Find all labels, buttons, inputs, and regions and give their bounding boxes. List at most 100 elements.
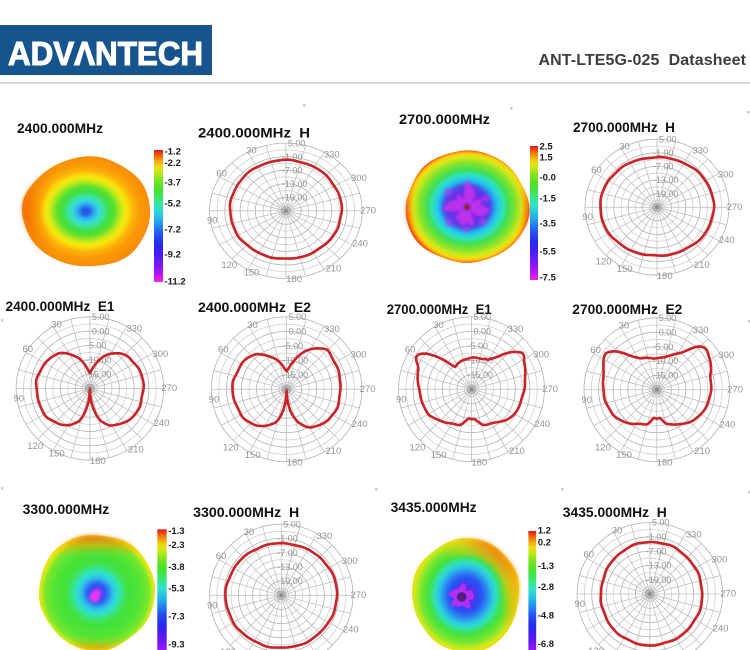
- svg-text:-5.00: -5.00: [468, 341, 489, 351]
- svg-text:180: 180: [286, 274, 302, 285]
- svg-text:2400.000MHz: 2400.000MHz: [17, 121, 103, 136]
- svg-text:300: 300: [533, 349, 549, 360]
- svg-text:240: 240: [352, 238, 368, 249]
- svg-text:-9.3: -9.3: [168, 639, 184, 650]
- svg-text:5.00: 5.00: [288, 138, 306, 148]
- svg-text:2.5: 2.5: [540, 141, 554, 152]
- svg-text:-1.3: -1.3: [168, 526, 184, 537]
- svg-text:30: 30: [51, 320, 62, 331]
- svg-text:30: 30: [433, 320, 444, 331]
- svg-text:30: 30: [619, 142, 630, 153]
- svg-text:1.2: 1.2: [538, 525, 551, 536]
- svg-text:90: 90: [207, 600, 218, 611]
- svg-text:60: 60: [216, 551, 227, 562]
- svg-text:-7.00: -7.00: [277, 548, 298, 558]
- svg-text:2400.000MHz E2: 2400.000MHz E2: [198, 300, 311, 315]
- svg-text:-1.00: -1.00: [282, 152, 303, 162]
- svg-text:120: 120: [223, 442, 239, 453]
- svg-text:300: 300: [718, 350, 734, 361]
- svg-text:210: 210: [694, 260, 710, 271]
- svg-text:270: 270: [542, 384, 558, 395]
- svg-text:150: 150: [245, 450, 261, 461]
- svg-text:240: 240: [352, 419, 368, 430]
- svg-text:-1.3: -1.3: [538, 561, 554, 572]
- svg-text:-2.2: -2.2: [165, 158, 181, 169]
- svg-text:150: 150: [616, 450, 632, 461]
- svg-text:270: 270: [720, 589, 736, 600]
- svg-text:330: 330: [692, 146, 708, 157]
- svg-text:330: 330: [507, 324, 523, 335]
- svg-text:300: 300: [152, 349, 168, 360]
- svg-text:300: 300: [342, 556, 358, 567]
- svg-text:5.00: 5.00: [652, 518, 670, 528]
- svg-text:30: 30: [612, 525, 623, 536]
- svg-text:-19.00: -19.00: [282, 193, 308, 203]
- svg-text:0.00: 0.00: [474, 327, 492, 337]
- svg-text:90: 90: [582, 212, 593, 223]
- svg-text:240: 240: [154, 418, 170, 429]
- svg-text:210: 210: [325, 263, 341, 274]
- svg-text:120: 120: [595, 442, 611, 453]
- svg-text:-6.8: -6.8: [538, 639, 554, 650]
- svg-text:330: 330: [324, 324, 340, 335]
- svg-text:210: 210: [128, 445, 144, 456]
- svg-text:330: 330: [316, 531, 332, 542]
- svg-text:-5.2: -5.2: [165, 198, 181, 209]
- svg-text:180: 180: [657, 271, 673, 282]
- svg-text:60: 60: [218, 345, 229, 356]
- svg-text:3435.000MHz H: 3435.000MHz H: [563, 505, 667, 520]
- svg-text:60: 60: [591, 165, 602, 176]
- svg-text:150: 150: [49, 449, 65, 460]
- svg-text:-5.5: -5.5: [540, 246, 557, 257]
- svg-text:90: 90: [575, 599, 586, 610]
- svg-text:120: 120: [588, 646, 604, 650]
- svg-text:300: 300: [718, 169, 734, 180]
- svg-text:-15.00: -15.00: [468, 370, 494, 380]
- svg-text:-7.5: -7.5: [540, 272, 557, 283]
- svg-text:150: 150: [244, 267, 260, 278]
- svg-text:5.00: 5.00: [283, 519, 301, 529]
- svg-text:60: 60: [216, 169, 227, 180]
- svg-text:-7.00: -7.00: [646, 546, 667, 556]
- svg-text:120: 120: [220, 647, 236, 650]
- svg-text:120: 120: [221, 260, 237, 271]
- svg-text:0.00: 0.00: [659, 327, 677, 337]
- svg-text:90: 90: [207, 215, 218, 226]
- svg-text:210: 210: [694, 446, 710, 457]
- svg-text:-13.00: -13.00: [282, 179, 308, 189]
- svg-text:2700.000MHz E1: 2700.000MHz E1: [387, 302, 492, 317]
- svg-text:-13.00: -13.00: [646, 561, 672, 571]
- svg-text:-5.00: -5.00: [653, 342, 674, 352]
- svg-text:5.00: 5.00: [289, 312, 307, 322]
- svg-text:240: 240: [713, 623, 729, 634]
- svg-text:-3.7: -3.7: [165, 177, 181, 188]
- svg-text:0.00: 0.00: [289, 327, 307, 337]
- svg-text:330: 330: [693, 325, 709, 336]
- svg-text:270: 270: [360, 206, 376, 217]
- svg-text:240: 240: [719, 419, 735, 430]
- svg-text:2400.000MHz H: 2400.000MHz H: [198, 126, 310, 141]
- svg-text:150: 150: [617, 264, 633, 275]
- svg-text:180: 180: [90, 456, 106, 467]
- svg-text:-19.00: -19.00: [277, 576, 303, 586]
- svg-text:-11.2: -11.2: [165, 276, 186, 287]
- svg-text:-5.00: -5.00: [86, 341, 107, 351]
- svg-text:5.00: 5.00: [92, 312, 110, 322]
- svg-text:60: 60: [590, 345, 601, 356]
- svg-text:-1.2: -1.2: [165, 146, 181, 157]
- svg-text:5.00: 5.00: [659, 313, 677, 323]
- svg-text:-7.2: -7.2: [165, 224, 181, 235]
- svg-text:-1.00: -1.00: [277, 534, 298, 544]
- svg-text:5.00: 5.00: [474, 312, 492, 322]
- svg-text:120: 120: [409, 442, 425, 453]
- svg-text:300: 300: [351, 349, 367, 360]
- svg-text:-10.00: -10.00: [653, 356, 679, 366]
- svg-text:180: 180: [287, 458, 303, 469]
- svg-text:90: 90: [209, 395, 220, 406]
- svg-text:180: 180: [471, 458, 487, 469]
- svg-text:60: 60: [23, 344, 34, 355]
- svg-text:2700.000MHz E2: 2700.000MHz E2: [572, 302, 682, 317]
- svg-text:-2.3: -2.3: [168, 540, 184, 551]
- svg-text:1.5: 1.5: [540, 152, 554, 163]
- svg-text:240: 240: [719, 235, 735, 246]
